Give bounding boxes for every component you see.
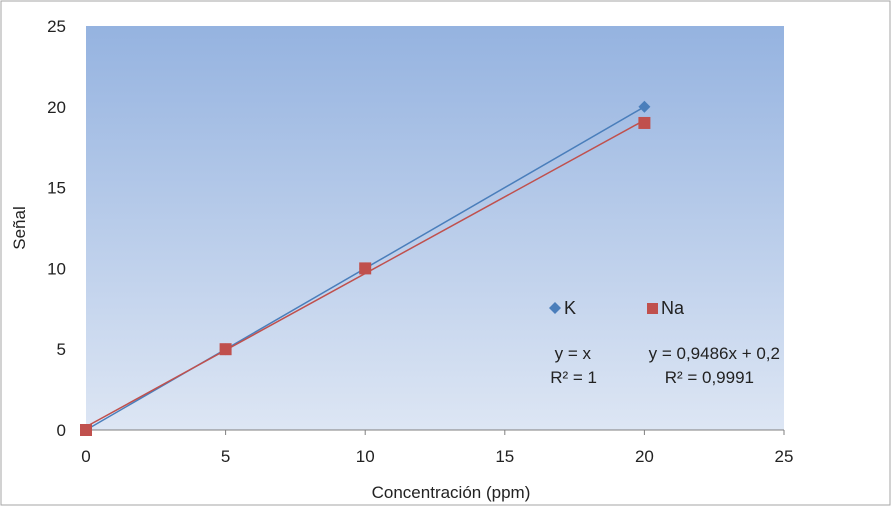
data-point-na	[359, 262, 372, 275]
x-tick-label: 10	[356, 447, 375, 466]
data-point-na	[80, 424, 92, 436]
y-tick-label: 5	[57, 340, 66, 359]
data-point-k	[638, 100, 651, 113]
y-tick-label: 20	[47, 98, 66, 117]
x-tick-label: 25	[775, 447, 794, 466]
legend-na-square-icon	[647, 303, 658, 314]
x-tick-labels: 0 5 10 15 20 25	[81, 447, 793, 466]
legend-item-k: K	[549, 298, 576, 318]
k-r2: R² = 1	[550, 368, 597, 387]
y-tick-label: 25	[47, 17, 66, 36]
y-tick-label: 0	[57, 421, 66, 440]
legend: K Na	[549, 298, 685, 318]
data-markers	[80, 100, 651, 436]
y-tick-label: 15	[47, 179, 66, 198]
x-tick-label: 20	[635, 447, 654, 466]
trendline-equations: y = x R² = 1 y = 0,9486x + 0,2 R² = 0,99…	[550, 344, 780, 387]
legend-k-diamond-icon	[549, 302, 561, 314]
k-equation: y = x	[555, 344, 592, 363]
legend-k-label: K	[564, 298, 576, 318]
legend-na-label: Na	[661, 298, 685, 318]
x-tick-label: 5	[221, 447, 230, 466]
x-tick-label: 15	[495, 447, 514, 466]
na-r2: R² = 0,9991	[665, 368, 754, 387]
x-axis-title: Concentración (ppm)	[372, 483, 531, 502]
y-tick-label: 10	[47, 259, 66, 278]
data-point-na	[638, 116, 651, 129]
y-axis-title: Señal	[10, 206, 29, 249]
data-point-na	[219, 343, 232, 356]
legend-item-na: Na	[647, 298, 685, 318]
x-tick-label: 0	[81, 447, 90, 466]
y-tick-labels: 0 5 10 15 20 25	[47, 17, 66, 440]
na-equation: y = 0,9486x + 0,2	[649, 344, 780, 363]
